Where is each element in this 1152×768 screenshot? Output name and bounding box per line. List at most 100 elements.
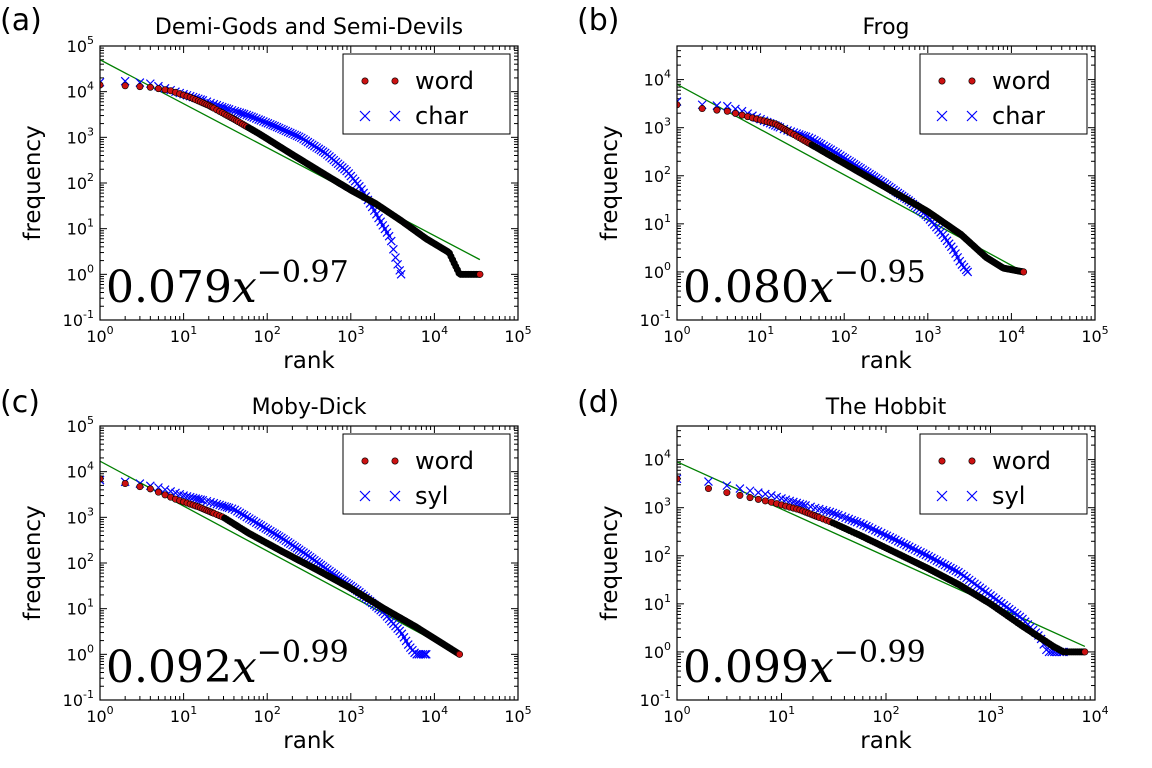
data-point-syl: [753, 488, 763, 497]
data-point-char: [258, 117, 268, 126]
data-point-syl: [265, 526, 275, 536]
legend-marker-word: [938, 457, 946, 465]
plot-area: [677, 461, 1089, 657]
y-tick-label: 104: [67, 460, 94, 482]
data-point-word: [476, 270, 484, 278]
data-point-syl: [258, 522, 268, 532]
plot-area: [100, 460, 464, 659]
data-point-syl: [230, 505, 240, 515]
data-point-syl: [772, 492, 782, 502]
legend-box: [919, 433, 1088, 515]
data-point-char: [288, 129, 297, 139]
data-point-syl: [227, 504, 237, 514]
legend: word char: [919, 53, 1088, 135]
y-tick-label: 102: [67, 171, 94, 193]
y-tick-label: 104: [644, 448, 671, 470]
data-point-word: [754, 495, 762, 503]
fit-formula: 0.092x−0.99: [106, 635, 349, 693]
data-point-syl: [239, 511, 249, 520]
data-point-word: [154, 85, 162, 93]
data-point-word: [736, 491, 744, 499]
y-tick-label: 101: [67, 597, 94, 619]
data-point-syl: [722, 481, 732, 491]
y-tick-label: 10-1: [63, 308, 94, 330]
data-point-syl: [704, 477, 713, 486]
x-tick-label: 103: [337, 324, 364, 346]
fit-line: [100, 59, 481, 261]
x-tick-label: 101: [747, 324, 774, 346]
x-tick-label: 104: [421, 704, 448, 726]
data-point-syl: [929, 554, 939, 564]
data-point-syl: [272, 530, 282, 540]
legend-marker-syl: [389, 490, 401, 502]
data-point-syl: [850, 516, 859, 526]
data-point-syl: [932, 556, 942, 566]
x-tick-label: 100: [86, 324, 113, 346]
data-point-char: [247, 112, 256, 122]
data-point-syl: [261, 523, 271, 533]
data-point-syl: [209, 498, 219, 508]
x-tick-label: 105: [504, 324, 531, 346]
panel-label: (b): [577, 3, 619, 38]
data-point-syl: [913, 546, 923, 556]
legend-box: [342, 53, 511, 135]
data-point-char: [384, 231, 394, 241]
data-point-syl: [948, 564, 958, 574]
fit-formula: 0.099x−0.99: [683, 635, 926, 693]
panel-label: (c): [0, 385, 40, 420]
data-point-syl: [414, 649, 424, 659]
series-syl: [677, 474, 1068, 657]
data-point-word: [723, 489, 731, 497]
legend-marker-char: [966, 110, 978, 122]
data-point-syl: [735, 484, 745, 493]
data-point-char: [274, 123, 284, 133]
data-point-syl: [856, 519, 865, 528]
data-point-word: [731, 109, 739, 117]
series-word: [677, 475, 1089, 656]
data-point-char: [277, 124, 286, 134]
data-point-syl: [818, 505, 828, 515]
plot-area: [677, 83, 1028, 277]
plot-area: [100, 59, 484, 279]
y-tick-label: 101: [67, 217, 94, 239]
data-point-word: [121, 82, 129, 90]
data-point-char: [279, 125, 289, 135]
data-point-syl: [918, 549, 928, 559]
chart-title: Moby-Dick: [252, 395, 367, 420]
legend-marker-word: [391, 457, 399, 465]
legend-label-char: char: [415, 102, 468, 130]
y-axis-label: frequency: [20, 125, 46, 240]
x-axis-label: rank: [860, 728, 912, 754]
data-point-word: [698, 105, 706, 113]
x-tick-label: 100: [86, 704, 113, 726]
y-tick-label: 103: [644, 116, 671, 138]
data-point-syl: [677, 474, 682, 484]
data-point-char: [272, 122, 282, 132]
x-tick-label: 101: [768, 704, 795, 726]
data-point-syl: [859, 520, 868, 530]
x-axis-label: rank: [283, 728, 335, 754]
y-tick-label: 100: [644, 640, 671, 662]
data-point-syl: [890, 535, 900, 545]
chart-title: Frog: [862, 15, 909, 40]
data-point-char: [393, 259, 403, 269]
y-tick-label: 103: [67, 125, 94, 147]
data-point-char: [281, 126, 291, 136]
y-tick-label: 105: [67, 34, 94, 56]
legend-marker-char: [389, 110, 401, 122]
data-point-char: [268, 120, 278, 130]
data-point-word: [456, 650, 464, 658]
x-tick-label: 101: [170, 704, 197, 726]
panel-label: (d): [577, 385, 619, 420]
data-point-char: [396, 269, 406, 279]
legend-marker-word: [361, 457, 369, 465]
data-point-word: [713, 106, 721, 114]
chart-title: The Hobbit: [825, 395, 947, 420]
data-point-syl: [847, 515, 857, 525]
data-point-syl: [766, 490, 776, 500]
data-point-syl: [828, 508, 838, 518]
data-point-word: [746, 494, 754, 502]
data-point-syl: [876, 528, 886, 538]
plot-frame: [676, 45, 1096, 321]
y-tick-label: 102: [67, 551, 94, 573]
